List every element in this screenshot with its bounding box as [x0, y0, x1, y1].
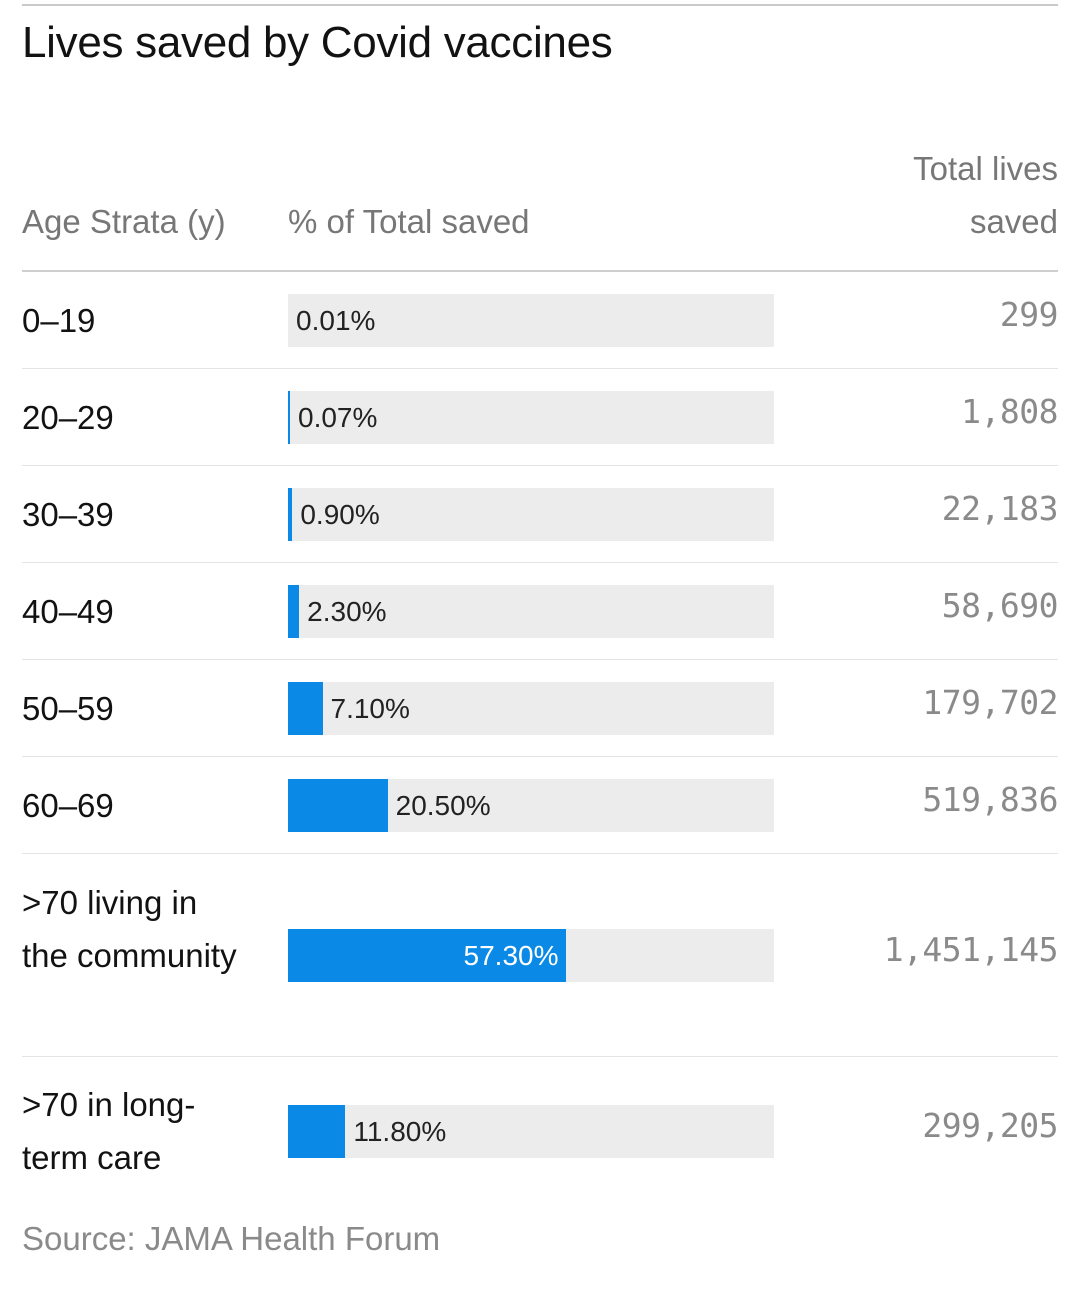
- bar-track: 2.30%: [288, 584, 774, 638]
- data-table: 0–19 0.01% 299 20–29 0.07% 1,808 30–39 0.90% 22,…: [22, 272, 1059, 1205]
- column-header-total-line2: saved: [969, 203, 1058, 240]
- age-label: >70 in long-term care: [22, 1086, 196, 1176]
- bar: [288, 778, 388, 832]
- bar: [288, 584, 300, 638]
- table-row: >70 living in the community 57.30% 1,451,1…: [22, 854, 1059, 1057]
- bar-value-label: 11.80%: [353, 1115, 447, 1147]
- age-label: 30–39: [22, 495, 114, 533]
- bar: [288, 928, 567, 982]
- table-row: >70 in long-term care 11.80% 299,205: [22, 1057, 1058, 1205]
- total-lives-value: 179,702: [922, 682, 1058, 722]
- chart-title: Lives saved by Covid vaccines: [22, 18, 613, 67]
- age-label: 60–69: [22, 786, 114, 824]
- total-lives-value: 519,836: [922, 779, 1058, 819]
- bar-track: 20.50%: [288, 778, 774, 832]
- bar-value-label: 0.01%: [296, 304, 376, 336]
- bar-track: 0.01%: [288, 293, 774, 347]
- total-lives-value: 1,808: [961, 391, 1058, 431]
- source-note: Source: JAMA Health Forum: [22, 1220, 441, 1257]
- age-label: >70 living in the community: [22, 883, 237, 974]
- column-header-total-line1: Total lives: [913, 150, 1058, 187]
- bar-track: 11.80%: [288, 1104, 774, 1158]
- age-label: 0–19: [22, 301, 96, 339]
- bar: [288, 681, 323, 735]
- bar-value-label: 7.10%: [330, 692, 410, 724]
- table-row: 0–19 0.01% 299: [22, 272, 1059, 369]
- age-label: 20–29: [22, 398, 114, 436]
- bar-track: 0.07%: [288, 390, 774, 444]
- top-rule: [22, 4, 1058, 6]
- bar: [288, 390, 290, 444]
- total-lives-value: 22,183: [941, 488, 1059, 528]
- age-label: 50–59: [22, 689, 114, 727]
- bar: [288, 1104, 346, 1158]
- bar-value-label: 57.30%: [463, 939, 559, 971]
- table-row: 20–29 0.07% 1,808: [22, 369, 1058, 466]
- bar-track: 57.30%: [288, 928, 774, 982]
- bar-value-label: 2.30%: [307, 595, 387, 627]
- age-label: 40–49: [22, 592, 114, 630]
- table-row: 30–39 0.90% 22,183: [22, 466, 1059, 563]
- bar-track: 0.90%: [288, 487, 774, 541]
- bar: [288, 487, 293, 541]
- bar-value-label: 0.07%: [298, 401, 378, 433]
- total-lives-value: 299: [999, 294, 1059, 334]
- bar-value-label: 0.90%: [300, 498, 380, 530]
- header-rule: [22, 270, 1058, 272]
- total-lives-value: 58,690: [941, 585, 1059, 625]
- total-lives-value: 299,205: [922, 1105, 1058, 1145]
- bar-track: 7.10%: [288, 681, 774, 735]
- total-lives-value: 1,451,145: [883, 929, 1059, 969]
- column-header-percent: % of Total saved: [288, 203, 530, 240]
- table-row: 40–49 2.30% 58,690: [22, 563, 1059, 660]
- column-header-total: Total lives saved: [818, 142, 1058, 248]
- bar-value-label: 20.50%: [395, 789, 491, 821]
- column-header-age: Age Strata (y): [22, 203, 226, 240]
- table-row: 60–69 20.50% 519,836: [22, 757, 1058, 854]
- table-row: 50–59 7.10% 179,702: [22, 660, 1058, 757]
